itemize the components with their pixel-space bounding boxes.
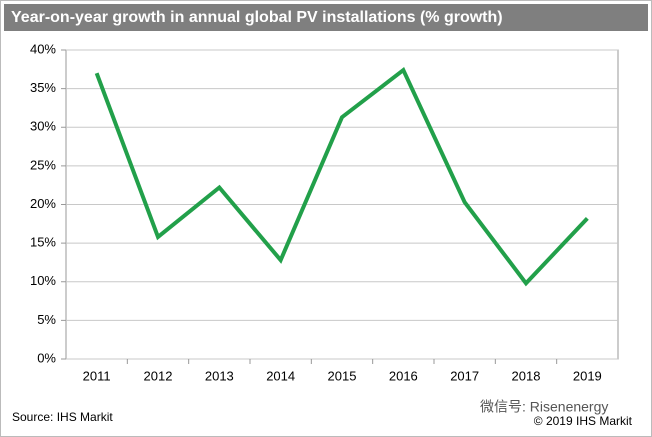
x-tick-label: 2013: [205, 368, 234, 383]
y-tick-label: 5%: [37, 312, 56, 327]
y-tick-label: 0%: [37, 350, 56, 365]
chart-title: Year-on-year growth in annual global PV …: [11, 9, 503, 26]
x-tick-label: 2012: [144, 368, 173, 383]
x-tick-label: 2011: [83, 368, 111, 383]
x-tick-label: 2019: [573, 368, 602, 383]
y-tick-label: 25%: [30, 157, 56, 172]
x-tick-label: 2017: [450, 368, 479, 383]
title-bar: [4, 4, 648, 31]
y-tick-label: 40%: [30, 41, 56, 56]
x-tick-label: 2015: [328, 368, 357, 383]
data-line: [94, 66, 589, 287]
x-tick-label: 2016: [389, 368, 418, 383]
x-tick-label: 2018: [512, 368, 541, 383]
x-tick-label: 2014: [266, 368, 295, 383]
y-tick-label: 30%: [30, 119, 56, 134]
y-tick-label: 35%: [30, 80, 56, 95]
watermark: 微信号: Risenenergy: [480, 399, 608, 415]
y-tick-label: 20%: [30, 196, 56, 211]
source: Source: IHS Markit: [12, 410, 113, 424]
y-tick-label: 10%: [30, 273, 56, 288]
y-tick-label: 15%: [30, 235, 56, 250]
copyright: © 2019 IHS Markit: [534, 414, 633, 428]
